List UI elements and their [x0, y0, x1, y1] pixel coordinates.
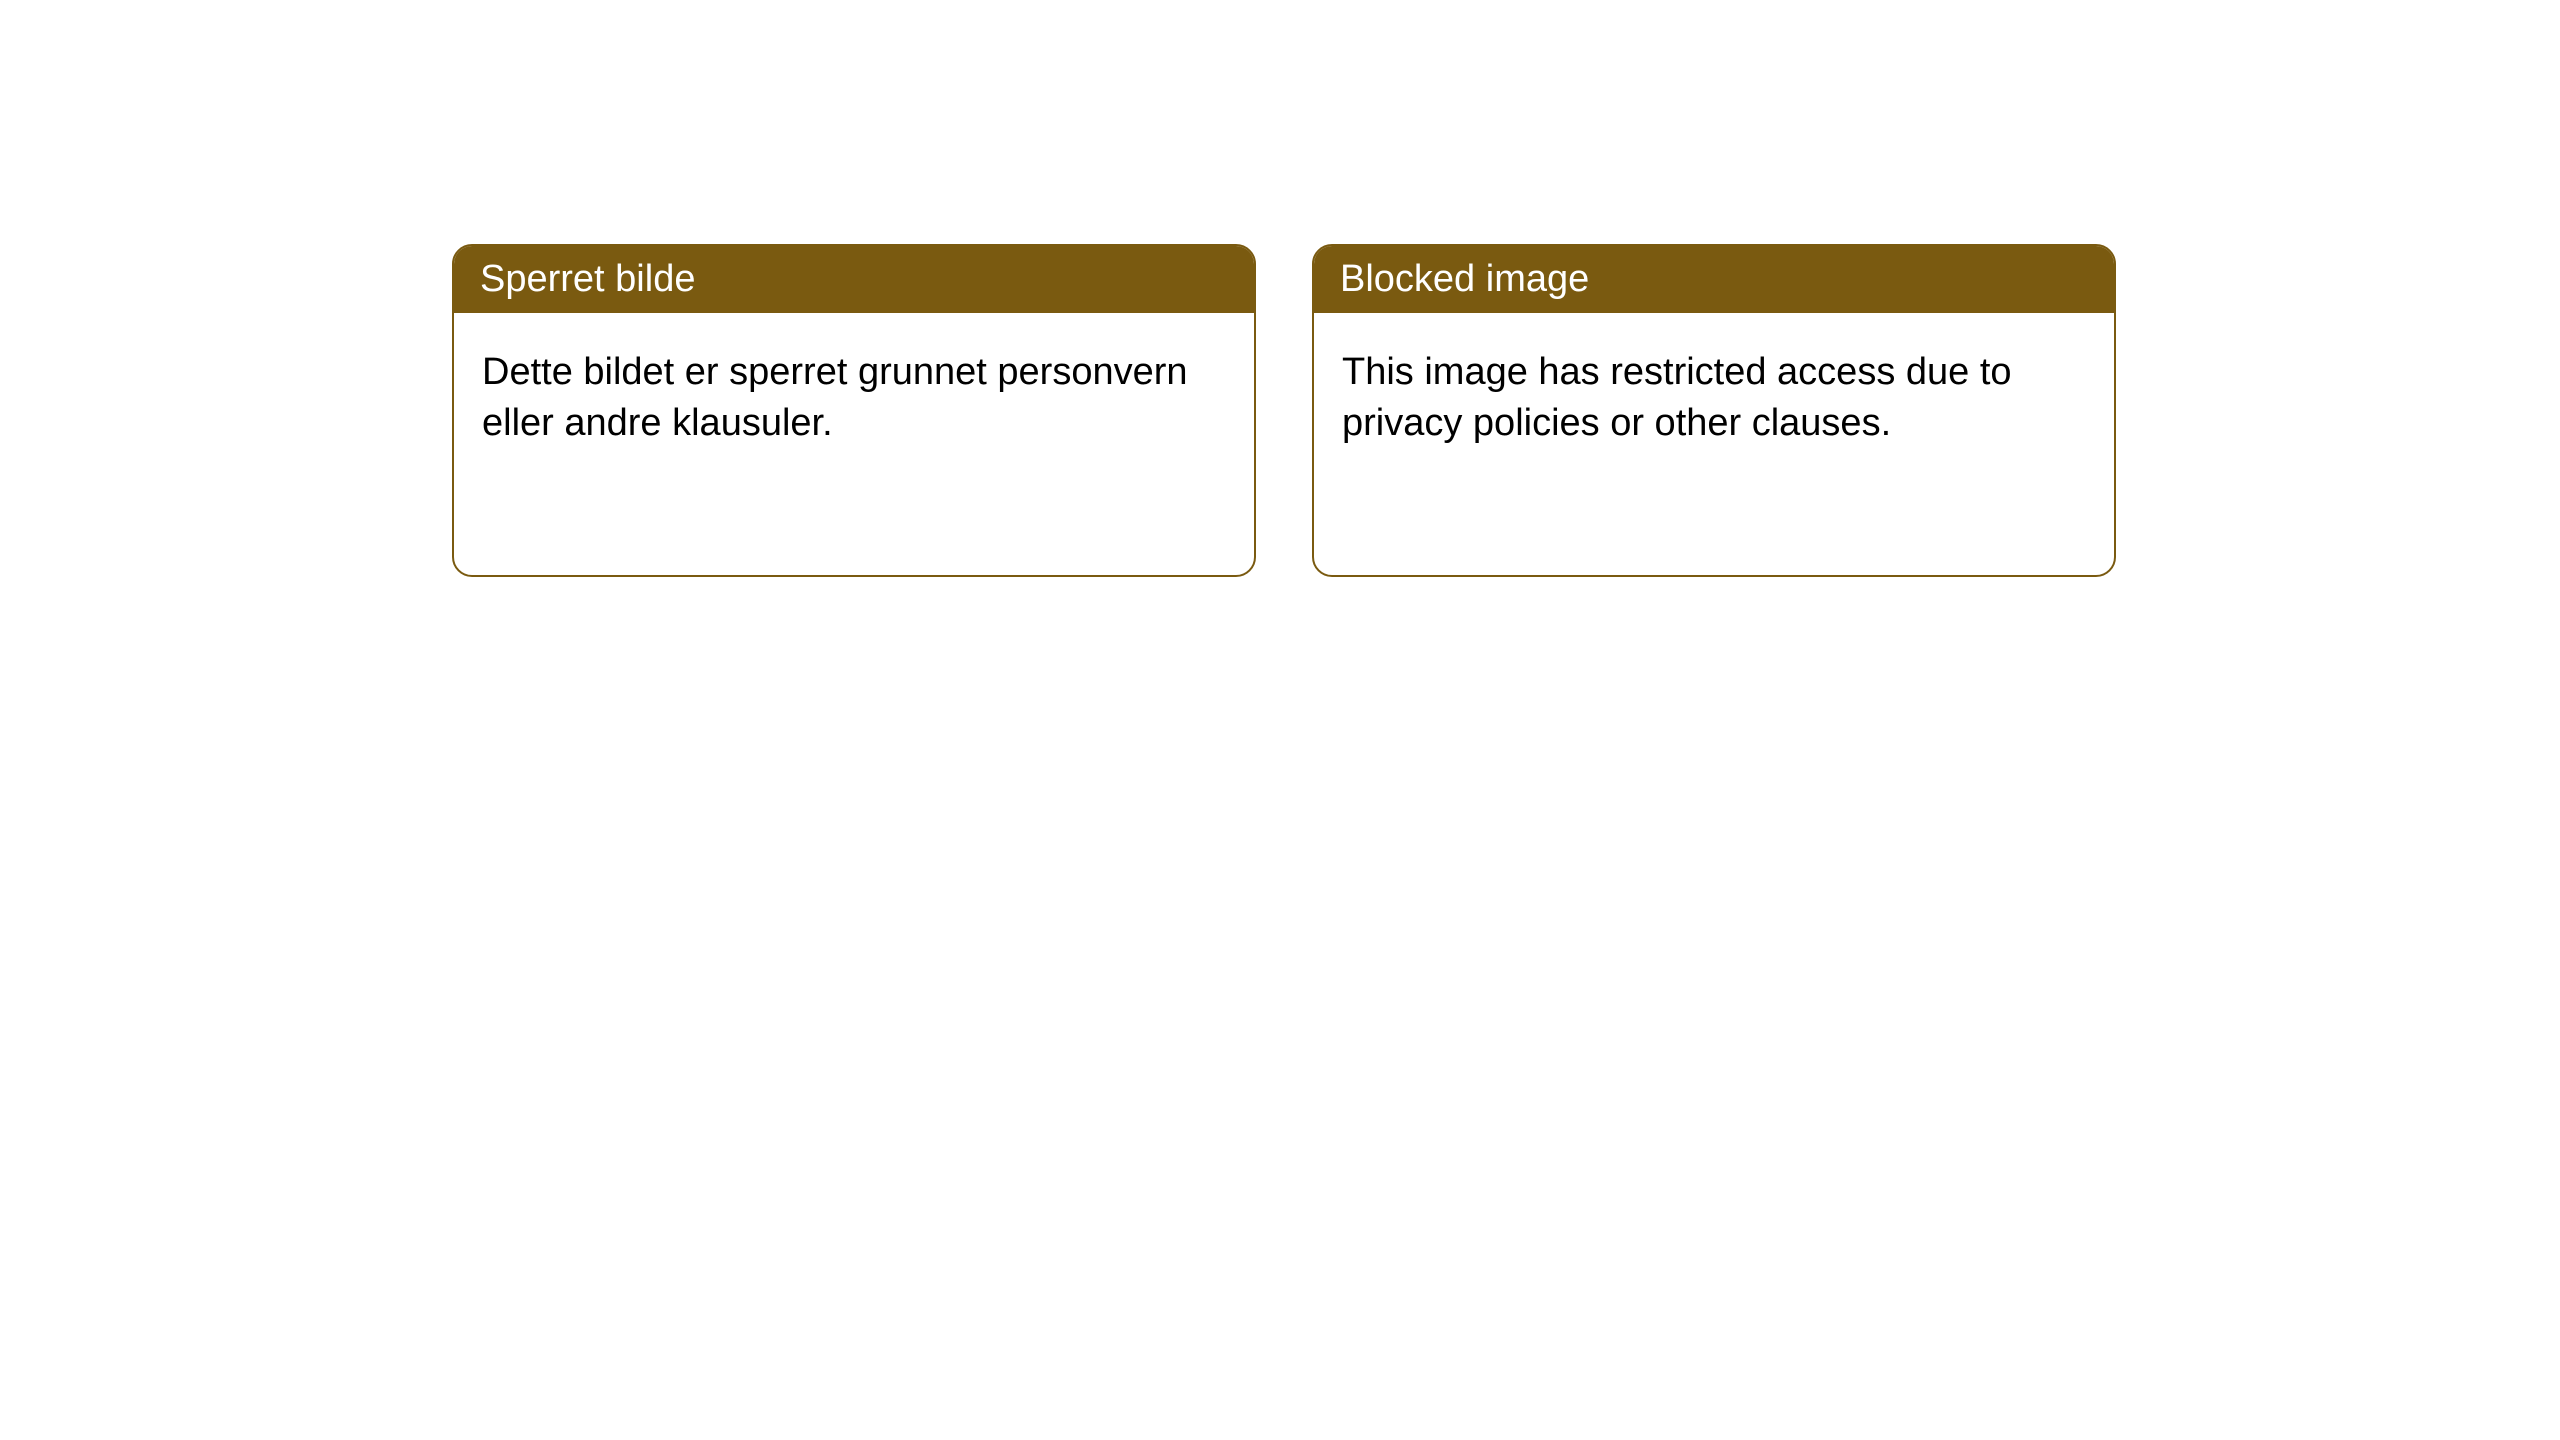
notice-title-english: Blocked image	[1314, 246, 2114, 313]
notice-body-english: This image has restricted access due to …	[1314, 313, 2114, 484]
notice-title-norwegian: Sperret bilde	[454, 246, 1254, 313]
notice-body-norwegian: Dette bildet er sperret grunnet personve…	[454, 313, 1254, 484]
notice-card-english: Blocked image This image has restricted …	[1312, 244, 2116, 577]
notice-card-norwegian: Sperret bilde Dette bildet er sperret gr…	[452, 244, 1256, 577]
notice-container: Sperret bilde Dette bildet er sperret gr…	[0, 0, 2560, 577]
